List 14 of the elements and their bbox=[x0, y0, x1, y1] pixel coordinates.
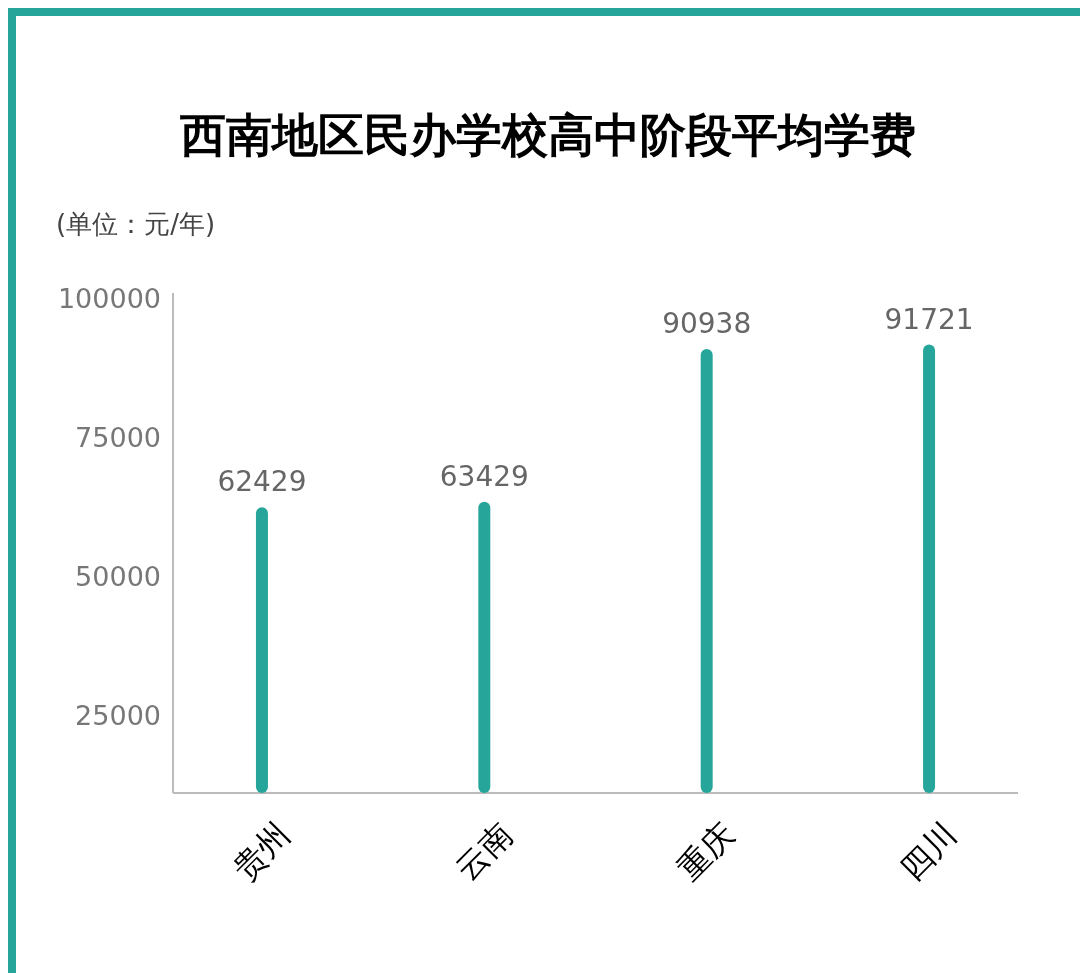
x-tick-label: 四川 bbox=[892, 815, 965, 888]
y-tick-label: 100000 bbox=[57, 283, 161, 315]
chart-title: 西南地区民办学校高中阶段平均学费 bbox=[179, 108, 916, 162]
y-tick-label: 25000 bbox=[75, 699, 161, 731]
x-tick-label: 重庆 bbox=[670, 815, 743, 888]
x-tick-label: 贵州 bbox=[225, 815, 298, 888]
data-label: 63429 bbox=[439, 459, 529, 493]
data-label: 62429 bbox=[217, 465, 307, 499]
y-axis-title: (单位：元/年) bbox=[56, 209, 216, 239]
x-tick-label: 云南 bbox=[447, 815, 520, 888]
data-label: 90938 bbox=[662, 306, 752, 340]
data-label: 91721 bbox=[884, 302, 974, 336]
y-tick-label: 50000 bbox=[75, 560, 161, 592]
y-tick-label: 75000 bbox=[75, 421, 161, 453]
